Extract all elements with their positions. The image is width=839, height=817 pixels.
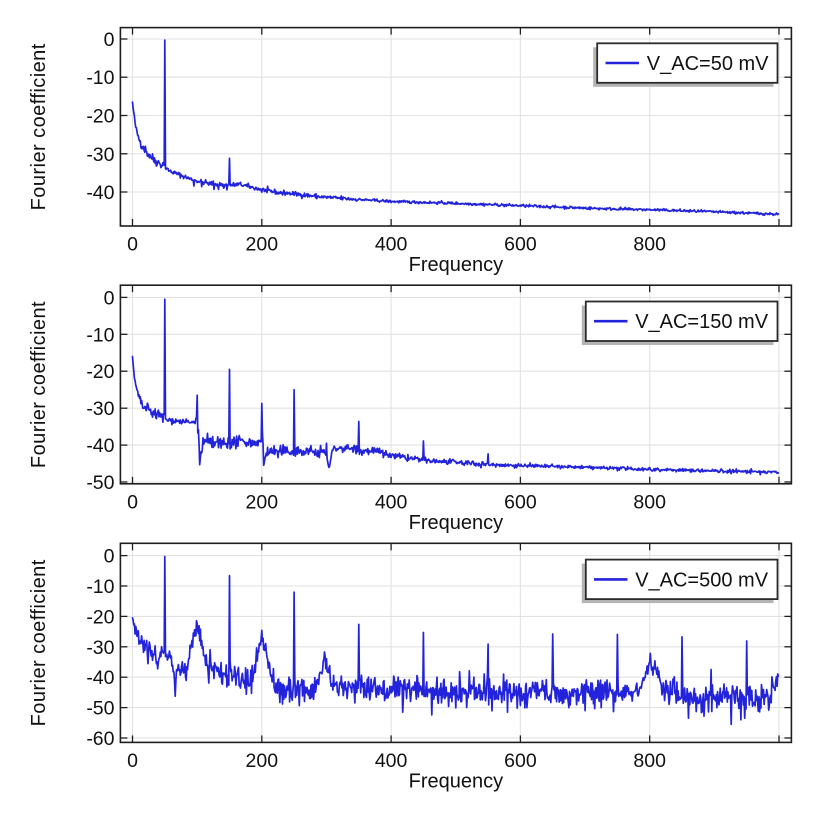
svg-text:600: 600 (504, 234, 537, 256)
svg-text:-20: -20 (86, 606, 114, 628)
svg-text:-60: -60 (86, 728, 114, 750)
svg-text:800: 800 (633, 234, 666, 256)
svg-text:0: 0 (104, 546, 115, 568)
svg-text:Frequency: Frequency (409, 771, 504, 793)
svg-text:600: 600 (504, 750, 537, 772)
svg-text:-30: -30 (86, 637, 114, 659)
svg-text:0: 0 (104, 29, 115, 51)
svg-text:0: 0 (127, 234, 138, 256)
svg-text:Fourier coefficient: Fourier coefficient (28, 301, 50, 468)
svg-text:-10: -10 (86, 324, 114, 346)
svg-text:0: 0 (127, 491, 138, 513)
svg-text:-40: -40 (86, 435, 114, 457)
svg-text:-50: -50 (86, 698, 114, 720)
svg-text:Frequency: Frequency (409, 512, 504, 534)
svg-text:0: 0 (127, 750, 138, 772)
svg-text:Frequency: Frequency (409, 254, 504, 276)
svg-text:800: 800 (633, 491, 666, 513)
svg-text:0: 0 (104, 287, 115, 309)
svg-text:-50: -50 (86, 472, 114, 494)
svg-text:Fourier coefficient: Fourier coefficient (28, 559, 50, 726)
svg-text:V_AC=150 mV: V_AC=150 mV (635, 311, 769, 333)
svg-text:-20: -20 (86, 106, 114, 128)
svg-text:600: 600 (504, 491, 537, 513)
svg-text:-40: -40 (86, 182, 114, 204)
svg-text:200: 200 (246, 234, 279, 256)
svg-text:400: 400 (375, 750, 408, 772)
svg-text:-10: -10 (86, 67, 114, 89)
svg-text:-30: -30 (86, 398, 114, 420)
svg-text:-30: -30 (86, 144, 114, 166)
svg-text:200: 200 (246, 750, 279, 772)
svg-text:-20: -20 (86, 361, 114, 383)
svg-text:400: 400 (375, 491, 408, 513)
svg-text:V_AC=50 mV: V_AC=50 mV (647, 53, 769, 75)
svg-text:-10: -10 (86, 576, 114, 598)
svg-text:V_AC=500 mV: V_AC=500 mV (635, 569, 769, 591)
svg-text:800: 800 (633, 750, 666, 772)
svg-text:Fourier coefficient: Fourier coefficient (28, 43, 50, 210)
svg-text:400: 400 (375, 234, 408, 256)
svg-text:-40: -40 (86, 667, 114, 689)
svg-text:200: 200 (246, 491, 279, 513)
